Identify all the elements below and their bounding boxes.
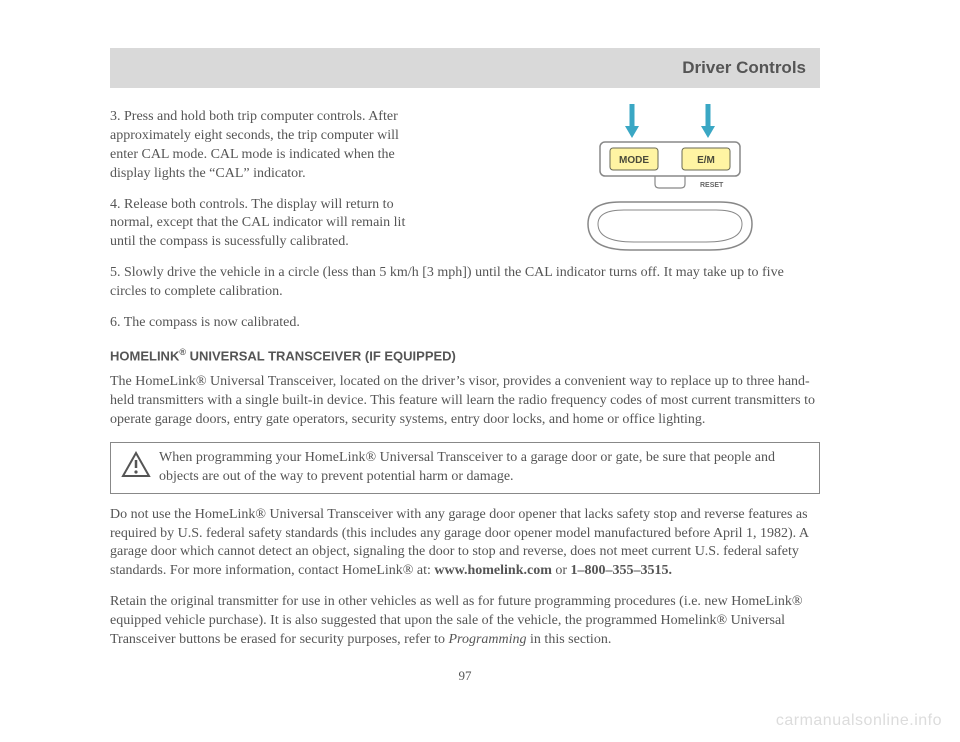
em-button-label: E/M [697,155,715,166]
mirror-outline [588,202,752,250]
mode-button-label: MODE [619,155,649,166]
heading-post: UNIVERSAL TRANSCEIVER (IF EQUIPPED) [186,348,456,363]
homelink-p3: Retain the original transmitter for use … [110,593,820,650]
p3-italic: Programming [449,632,527,647]
arrow-left [625,104,639,138]
mirror-inner [598,210,742,242]
diagram-svg: MODE E/M RESET [570,102,780,262]
header-title: Driver Controls [682,58,806,77]
p3-b: in this section. [527,632,612,647]
homelink-p2: Do not use the HomeLink® Universal Trans… [110,506,820,582]
warning-icon [121,451,151,479]
trip-computer-diagram: MODE E/M RESET [570,102,780,262]
step-3: 3. Press and hold both trip computer con… [110,108,415,184]
watermark: carmanualsonline.info [776,712,942,730]
heading-pre: HOMELINK [110,348,179,363]
p2-or: or [552,563,571,578]
reset-label: RESET [700,182,724,189]
header-bar: Driver Controls [110,48,820,88]
arrow-right [701,104,715,138]
homelink-intro: The HomeLink® Universal Transceiver, loc… [110,373,820,430]
step-5: 5. Slowly drive the vehicle in a circle … [110,264,820,302]
page: Driver Controls MODE E/M [0,0,960,704]
p2-link: www.homelink.com [434,563,551,578]
page-number: 97 [110,668,820,684]
warning-text: When programming your HomeLink® Universa… [121,449,809,487]
reg-icon: ® [179,347,186,357]
reset-tab [655,176,685,188]
step-4: 4. Release both controls. The display wi… [110,196,415,253]
warning-box: When programming your HomeLink® Universa… [110,442,820,494]
content-section: MODE E/M RESET 3. Press and hold both tr… [110,108,820,684]
p2-phone: 1–800–355–3515. [571,563,673,578]
homelink-heading: HOMELINK® UNIVERSAL TRANSCEIVER (IF EQUI… [110,347,820,363]
step-6: 6. The compass is now calibrated. [110,314,820,333]
